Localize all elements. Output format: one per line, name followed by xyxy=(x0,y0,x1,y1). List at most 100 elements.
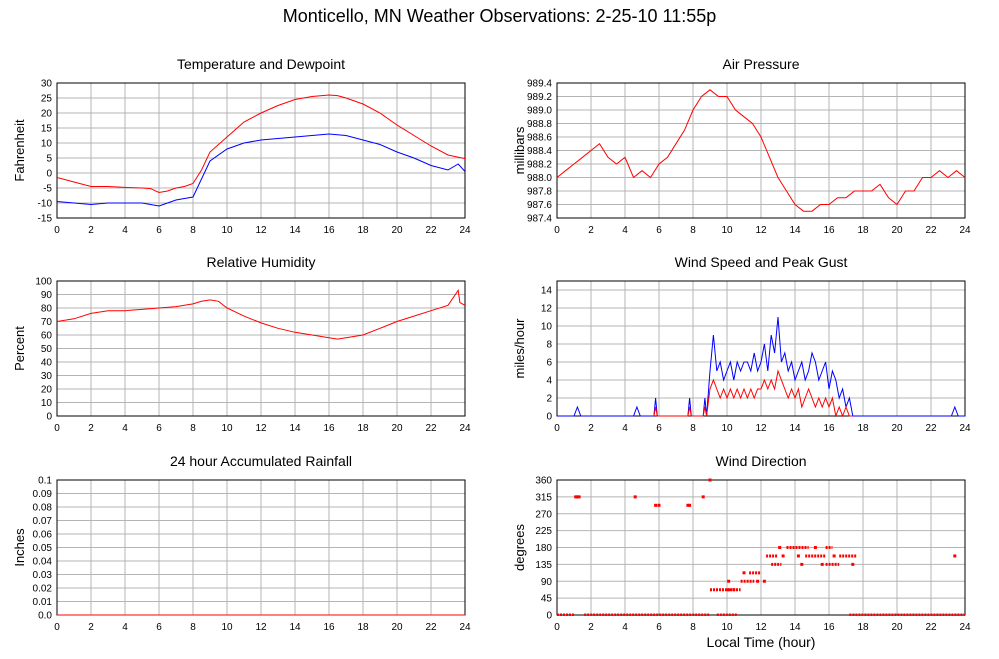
x-tick-label: 8 xyxy=(690,423,696,434)
y-tick-label: 0 xyxy=(546,412,552,423)
x-tick-label: 22 xyxy=(925,423,937,434)
x-tick-label: 2 xyxy=(88,622,94,633)
x-tick-label: 4 xyxy=(122,423,128,434)
y-tick-label: 0.02 xyxy=(33,584,53,595)
x-tick-label: 6 xyxy=(656,225,662,236)
y-tick-label: 180 xyxy=(535,543,552,554)
direction-point xyxy=(742,571,746,575)
y-tick-label: 10 xyxy=(41,398,53,409)
x-tick-label: 22 xyxy=(925,225,937,236)
x-tick-label: 8 xyxy=(190,225,196,236)
x-tick-label: 12 xyxy=(255,423,267,434)
x-tick-label: 8 xyxy=(190,423,196,434)
x-tick-label: 10 xyxy=(221,225,233,236)
x-tick-label: 10 xyxy=(221,423,233,434)
x-tick-label: 0 xyxy=(554,423,560,434)
direction-point xyxy=(708,478,712,482)
direction-point xyxy=(813,546,817,549)
x-tick-label: 14 xyxy=(289,225,301,236)
direction-point xyxy=(688,503,692,507)
chart-title: Wind Speed and Peak Gust xyxy=(675,254,848,270)
y-tick-label: 987.8 xyxy=(527,187,552,198)
x-tick-label: 4 xyxy=(622,622,628,633)
y-tick-label: 988.6 xyxy=(527,133,552,144)
y-tick-label: 988.4 xyxy=(527,146,552,157)
y-tick-label: 0 xyxy=(46,169,52,180)
x-tick-label: 20 xyxy=(891,622,903,633)
plot-frame xyxy=(56,82,466,219)
y-tick-label: 12 xyxy=(541,304,553,315)
y-tick-label: 0.1 xyxy=(38,476,52,487)
x-tick-label: 10 xyxy=(221,622,233,633)
x-tick-label: 4 xyxy=(122,225,128,236)
y-tick-label: 0.0 xyxy=(38,611,52,622)
y-tick-label: 30 xyxy=(41,371,53,382)
x-tick-label: 24 xyxy=(959,423,971,434)
x-tick-label: 18 xyxy=(857,622,869,633)
chart-title: Air Pressure xyxy=(722,56,799,72)
x-tick-label: 10 xyxy=(721,622,733,633)
y-tick-label: -10 xyxy=(38,199,53,210)
direction-point xyxy=(575,495,579,499)
y-tick-label: 80 xyxy=(41,304,53,315)
x-axis-label: Local Time (hour) xyxy=(706,634,816,650)
y-tick-label: 0.06 xyxy=(33,530,53,541)
chart-title: Relative Humidity xyxy=(207,254,316,270)
x-tick-label: 24 xyxy=(459,622,471,633)
x-tick-label: 22 xyxy=(425,423,437,434)
x-tick-label: 12 xyxy=(755,225,767,236)
x-tick-label: 22 xyxy=(925,622,937,633)
y-axis-label: Percent xyxy=(12,326,27,371)
x-tick-label: 24 xyxy=(959,622,971,633)
y-tick-label: 0.09 xyxy=(33,489,53,500)
x-tick-label: 16 xyxy=(323,622,335,633)
direction-point xyxy=(756,579,760,583)
y-tick-label: 40 xyxy=(41,358,53,369)
y-tick-label: 0.03 xyxy=(33,570,53,581)
y-tick-label: 0 xyxy=(46,412,52,423)
y-axis-label: millibars xyxy=(512,126,527,174)
y-tick-label: 989.0 xyxy=(527,106,552,117)
y-tick-label: 4 xyxy=(546,376,552,387)
direction-point xyxy=(727,579,731,583)
x-tick-label: 0 xyxy=(54,423,60,434)
y-axis-label: Inches xyxy=(12,528,27,567)
x-tick-label: 24 xyxy=(959,225,971,236)
y-tick-label: 225 xyxy=(535,526,552,537)
series-line-temp-0 xyxy=(57,94,465,194)
y-tick-label: 70 xyxy=(41,317,53,328)
y-tick-label: 988.0 xyxy=(527,173,552,184)
y-tick-label: 988.8 xyxy=(527,119,552,130)
y-tick-label: 315 xyxy=(535,492,552,503)
y-tick-label: 25 xyxy=(41,94,53,105)
x-tick-label: 4 xyxy=(122,622,128,633)
y-tick-label: 360 xyxy=(535,476,552,487)
y-axis-label: Fahrenheit xyxy=(12,119,27,182)
y-tick-label: 6 xyxy=(546,358,552,369)
page-title: Monticello, MN Weather Observations: 2-2… xyxy=(282,6,717,26)
direction-point xyxy=(832,554,836,558)
x-tick-label: 2 xyxy=(588,423,594,434)
chart-title: Wind Direction xyxy=(715,453,806,469)
x-tick-label: 24 xyxy=(459,423,471,434)
direction-point xyxy=(800,562,804,566)
x-tick-label: 6 xyxy=(156,622,162,633)
direction-point xyxy=(732,588,736,592)
x-tick-label: 18 xyxy=(857,225,869,236)
x-tick-label: 6 xyxy=(156,225,162,236)
y-tick-label: 5 xyxy=(46,154,52,165)
direction-point xyxy=(781,554,785,558)
direction-point xyxy=(633,495,637,499)
x-tick-label: 12 xyxy=(755,423,767,434)
x-tick-label: 20 xyxy=(891,423,903,434)
x-tick-label: 2 xyxy=(588,622,594,633)
x-tick-label: 16 xyxy=(823,622,835,633)
x-tick-label: 20 xyxy=(891,225,903,236)
x-tick-label: 16 xyxy=(323,423,335,434)
x-tick-label: 6 xyxy=(156,423,162,434)
direction-point xyxy=(654,503,658,507)
direction-point xyxy=(686,503,690,507)
x-tick-label: 14 xyxy=(289,622,301,633)
x-tick-label: 8 xyxy=(690,225,696,236)
